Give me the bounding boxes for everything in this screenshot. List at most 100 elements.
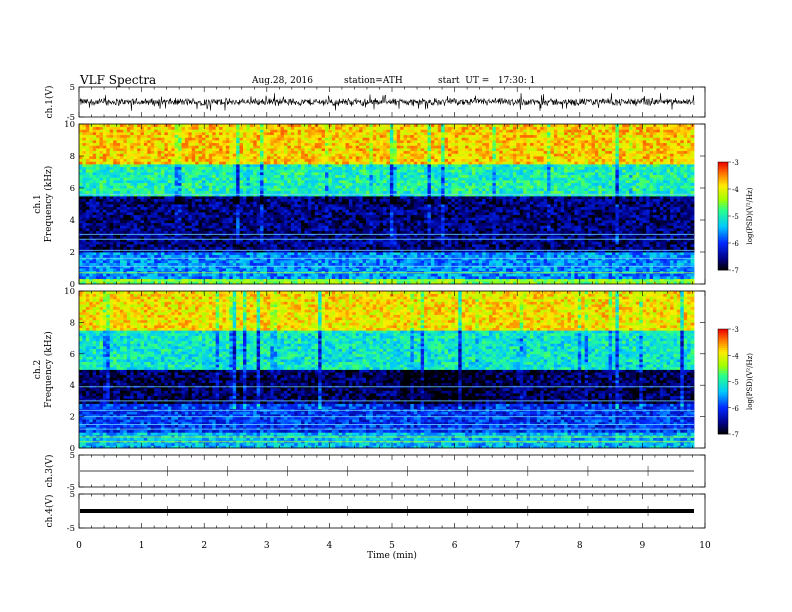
spectrogram-cell	[359, 161, 363, 165]
spectrogram-cell	[154, 252, 158, 256]
spectrogram-cell	[318, 196, 322, 200]
spectrogram-cell	[79, 172, 83, 176]
spectrogram-cell	[301, 276, 305, 280]
spectrogram-cell	[287, 278, 292, 282]
spectrogram-cell	[143, 124, 148, 128]
spectrogram-cell	[273, 153, 278, 157]
spectrogram-cell	[263, 190, 268, 194]
spectrogram-cell	[304, 214, 309, 218]
spectrogram-cell	[236, 198, 240, 202]
spectrogram-cell	[140, 153, 145, 157]
spectrogram-cell	[243, 230, 247, 234]
spectrogram-cell	[342, 145, 346, 149]
spectrogram-cell	[277, 166, 281, 170]
spectrogram-cell	[273, 198, 278, 202]
spectrogram-cell	[304, 140, 309, 144]
spectrogram-cell	[294, 281, 299, 285]
spectrogram-cell	[256, 137, 261, 141]
spectrogram-cell	[219, 201, 223, 205]
spectrogram-cell	[342, 137, 346, 141]
spectrogram-cell	[147, 214, 152, 218]
spectrogram-cell	[79, 156, 83, 160]
spectrogram-cell	[345, 209, 350, 213]
spectrogram-cell	[195, 140, 199, 144]
spectrogram-cell	[99, 212, 104, 216]
spectrogram-cell	[174, 132, 179, 136]
spectrogram-cell	[239, 129, 244, 133]
spectrogram-cell	[304, 220, 309, 224]
spectrogram-cell	[171, 201, 176, 205]
spectrogram-cell	[225, 220, 230, 224]
spectrogram-cell	[126, 260, 131, 264]
spectrogram-cell	[116, 161, 121, 165]
spectrogram-cell	[253, 190, 258, 194]
spectrogram-cell	[164, 158, 169, 162]
spectrogram-cell	[157, 164, 162, 168]
spectrogram-cell	[260, 166, 264, 170]
spectrogram-cell	[348, 246, 353, 250]
spectrogram-cell	[109, 137, 114, 141]
spectrogram-cell	[318, 145, 322, 149]
spectrogram-cell	[116, 204, 121, 208]
spectrogram-cell	[130, 252, 135, 256]
spectrogram-cell	[208, 145, 213, 149]
spectrogram-cell	[270, 228, 275, 232]
spectrogram-cell	[342, 241, 346, 245]
spectrogram-cell	[113, 180, 117, 184]
spectrogram-cell	[355, 206, 360, 210]
spectrogram-cell	[280, 161, 285, 165]
spectrogram-cell	[359, 126, 363, 130]
spectrogram-cell	[123, 246, 128, 250]
spectrogram-cell	[307, 268, 312, 272]
spectrogram-cell	[89, 132, 94, 136]
spectrogram-cell	[137, 204, 141, 208]
spectrogram-cell	[195, 252, 199, 256]
spectrogram-cell	[202, 204, 206, 208]
spectrogram-cell	[246, 246, 251, 250]
spectrogram-cell	[290, 185, 295, 189]
spectrogram-cell	[171, 252, 176, 256]
spectrogram-cell	[106, 228, 111, 232]
spectrogram-cell	[260, 198, 264, 202]
spectrogram-cell	[174, 209, 179, 213]
spectrogram-cell	[133, 212, 138, 216]
spectrogram-cell	[321, 172, 326, 176]
spectrogram-cell	[184, 238, 189, 242]
spectrogram-cell	[263, 236, 268, 240]
spectrogram-cell	[263, 198, 268, 202]
spectrogram-cell	[215, 161, 220, 165]
spectrogram-cell	[348, 201, 353, 205]
spectrogram-cell	[239, 166, 244, 170]
spectrogram-cell	[89, 278, 94, 282]
spectrogram-cell	[225, 209, 230, 213]
spectrogram-cell	[195, 225, 199, 229]
spectrogram-cell	[318, 174, 322, 178]
spectrogram-cell	[294, 164, 299, 168]
spectrogram-cell	[270, 153, 275, 157]
spectrogram-cell	[157, 150, 162, 154]
spectrogram-cell	[137, 188, 141, 192]
spectrogram-cell	[253, 126, 258, 130]
spectrogram-cell	[120, 164, 124, 168]
spectrogram-cell	[184, 212, 189, 216]
spectrogram-cell	[253, 198, 258, 202]
spectrogram-cell	[140, 185, 145, 189]
spectrogram-cell	[249, 142, 254, 146]
spectrogram-cell	[229, 140, 234, 144]
spectrogram-cell	[348, 156, 353, 160]
spectrogram-cell	[359, 177, 363, 181]
spectrogram-cell	[314, 260, 319, 264]
spectrogram-cell	[345, 188, 350, 192]
spectrogram-cell	[208, 220, 213, 224]
spectrogram-cell	[260, 268, 264, 272]
spectrogram-cell	[355, 166, 360, 170]
spectrogram-cell	[225, 145, 230, 149]
spectrogram-cell	[345, 246, 350, 250]
spectrogram-cell	[130, 230, 135, 234]
spectrogram-cell	[178, 188, 182, 192]
spectrogram-cell	[215, 190, 220, 194]
spectrogram-cell	[311, 188, 316, 192]
spectrogram-cell	[297, 273, 302, 277]
spectrogram-cell	[137, 150, 141, 154]
spectrogram-cell	[236, 164, 240, 168]
